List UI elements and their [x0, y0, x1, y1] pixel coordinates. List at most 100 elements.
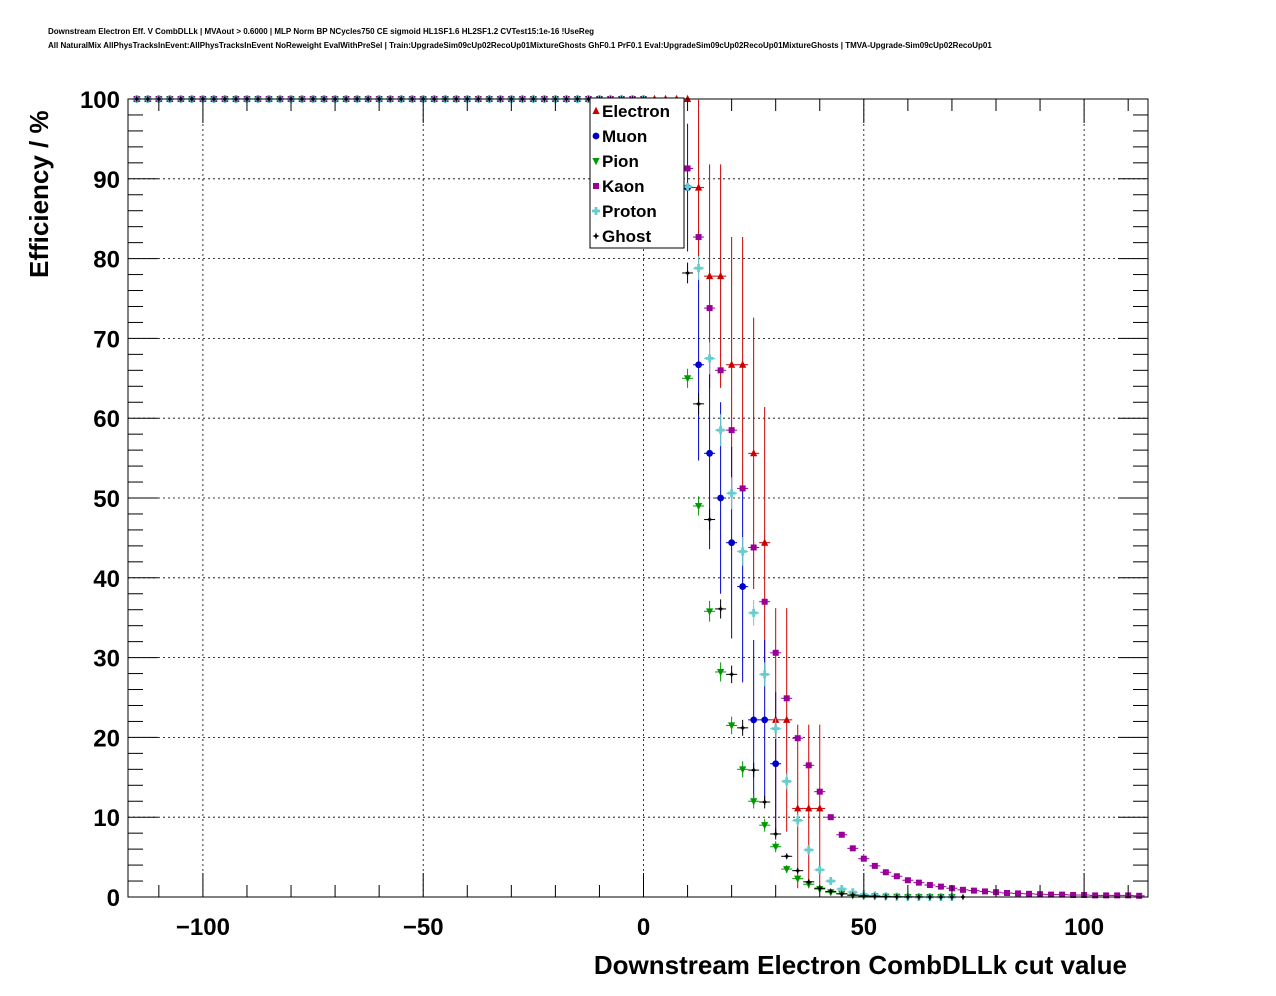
kaon-point — [838, 831, 845, 838]
kaon-point — [1004, 890, 1011, 897]
ghost-point — [728, 670, 736, 678]
legend-marker-electron — [592, 106, 600, 114]
muon-point — [761, 716, 769, 724]
y-tick-label: 40 — [93, 566, 120, 593]
legend-marker-ghost — [592, 232, 600, 240]
kaon-point — [783, 695, 790, 702]
chart-title-line-2: All NaturalMix AllPhysTracksInEvent:AllP… — [48, 41, 992, 50]
kaon-point — [750, 544, 757, 551]
kaon-point — [1070, 892, 1077, 899]
ghost-point — [772, 830, 780, 838]
proton-point — [760, 670, 769, 679]
proton-point — [771, 724, 780, 733]
series-pion — [131, 96, 958, 902]
kaon-point — [1103, 892, 1110, 899]
ghost-point — [750, 766, 758, 774]
x-axis-title: Downstream Electron CombDLLk cut value — [594, 950, 1127, 980]
ghost-point — [805, 878, 813, 886]
electron-point — [794, 804, 802, 812]
y-tick-label: 60 — [93, 406, 120, 433]
ghost-point — [838, 890, 846, 898]
legend-box — [589, 97, 685, 249]
proton-point — [804, 845, 813, 854]
muon-point — [739, 583, 747, 590]
kaon-point — [937, 883, 944, 890]
proton-point — [815, 865, 824, 874]
chart-title-line-1: Downstream Electron Eff. V CombDLLk | MV… — [48, 27, 595, 36]
kaon-point — [970, 887, 977, 894]
axes: −100 −50 0 50 100 0 10 20 30 40 50 60 70 80 90 100 — [80, 87, 1148, 941]
kaon-point — [805, 762, 812, 769]
legend-label-proton: Proton — [602, 202, 657, 221]
ghost-point — [849, 891, 857, 899]
legend-marker-kaon — [593, 183, 599, 189]
legend-marker-pion — [592, 158, 600, 166]
proton-point — [793, 816, 802, 825]
y-tick-label: 70 — [93, 326, 120, 353]
proton-point — [705, 354, 714, 363]
muon-point — [750, 716, 758, 724]
pion-point — [717, 668, 725, 677]
pion-point — [794, 875, 802, 883]
kaon-point — [1059, 891, 1066, 898]
kaon-point — [893, 873, 900, 880]
kaon-point — [860, 855, 867, 862]
legend: Electron Muon Pion Kaon Proton Ghost — [589, 97, 685, 249]
muon-point — [772, 760, 780, 768]
proton-point — [826, 877, 835, 886]
muon-point — [706, 449, 713, 457]
proton-point — [683, 182, 692, 191]
electron-point — [739, 360, 747, 368]
kaon-point — [739, 485, 746, 492]
x-tick-label: 100 — [1064, 914, 1104, 941]
ghost-point — [871, 892, 879, 900]
pion-point — [750, 798, 758, 806]
kaon-point — [981, 888, 988, 895]
kaon-point — [794, 735, 801, 742]
kaon-point — [761, 598, 768, 605]
kaon-point — [684, 165, 691, 172]
pion-point — [739, 766, 747, 774]
electron-point — [761, 538, 769, 546]
legend-marker-muon — [592, 132, 600, 140]
electron-point — [783, 715, 791, 723]
x-tick-label: −100 — [176, 914, 230, 941]
ghost-point — [717, 605, 725, 613]
kaon-point — [871, 862, 878, 869]
y-tick-label: 90 — [93, 167, 120, 194]
kaon-point — [1048, 891, 1055, 898]
ghost-point — [739, 724, 747, 732]
proton-point — [694, 264, 703, 273]
pion-point — [728, 722, 736, 730]
y-tick-label: 0 — [107, 885, 120, 912]
kaon-point — [772, 649, 779, 656]
electron-point — [816, 804, 824, 812]
y-tick-label: 10 — [93, 805, 120, 832]
pion-point — [683, 375, 692, 383]
ghost-point — [827, 887, 835, 896]
kaon-point — [882, 869, 889, 876]
electron-point — [705, 271, 714, 280]
electron-point — [728, 360, 736, 368]
y-tick-label: 20 — [93, 725, 120, 752]
proton-point — [727, 489, 736, 498]
electron-point — [694, 183, 703, 191]
proton-point — [782, 777, 791, 786]
pion-point — [783, 866, 791, 874]
y-tick-label: 80 — [93, 247, 120, 274]
kaon-point — [959, 886, 966, 893]
muon-point — [717, 494, 725, 502]
pion-point — [772, 843, 780, 851]
kaon-point — [728, 427, 735, 434]
electron-point — [683, 94, 692, 102]
proton-point — [738, 547, 747, 556]
legend-label-pion: Pion — [602, 152, 639, 171]
pion-point — [705, 608, 714, 616]
ghost-point — [761, 798, 769, 806]
kaon-point — [1136, 892, 1143, 899]
ghost-point — [783, 852, 791, 860]
ghost-point — [694, 400, 703, 408]
kaon-point — [695, 234, 702, 241]
